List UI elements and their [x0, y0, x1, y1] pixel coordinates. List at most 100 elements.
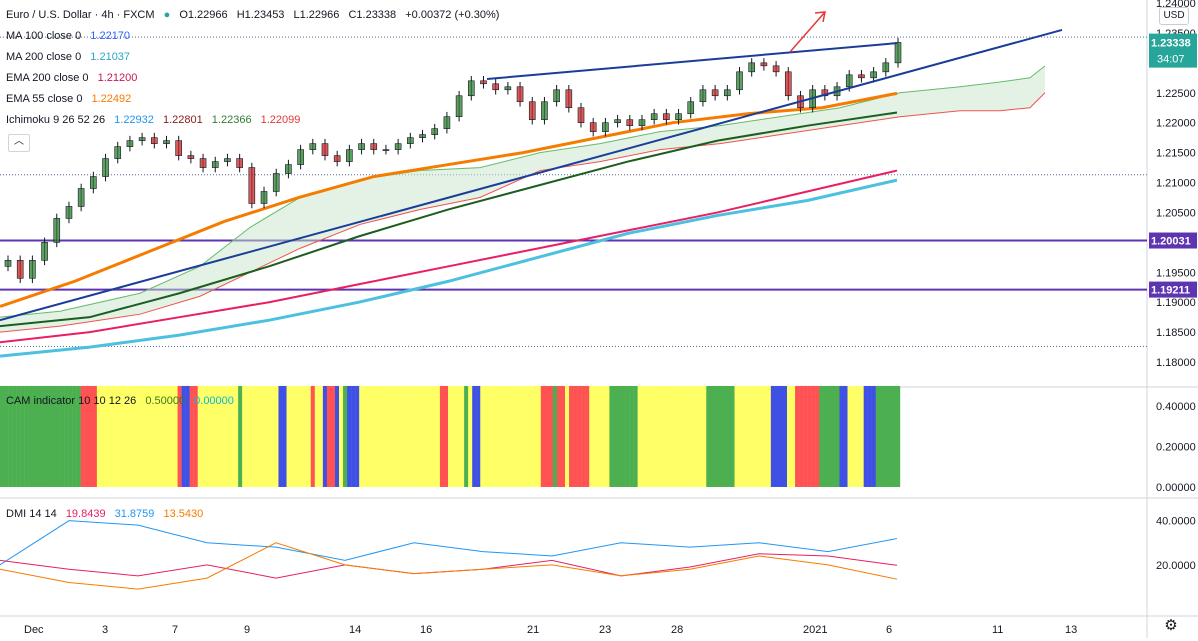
ichimoku-legend[interactable]: Ichimoku 9 26 52 26 1.22932 1.22801 1.22… — [6, 114, 306, 126]
candle-body — [748, 62, 755, 73]
cam-bar — [443, 385, 449, 487]
candle-body — [663, 113, 670, 120]
cam-bar — [718, 385, 723, 487]
candle-body — [699, 89, 707, 103]
candle-body — [260, 191, 268, 204]
candle-body — [541, 101, 548, 120]
cam-bar — [464, 385, 469, 487]
cam-bar — [40, 385, 45, 487]
cam-bar — [447, 385, 453, 487]
cam-bar — [60, 385, 65, 487]
candle-body — [272, 173, 280, 192]
settings-gear-icon[interactable]: ⚙ — [1164, 617, 1178, 634]
cam-bar — [456, 385, 461, 487]
series-line — [0, 111, 898, 328]
ema55-legend[interactable]: EMA 55 close 0 1.22492 — [6, 93, 137, 105]
cam-legend[interactable]: CAM indicator 10 10 12 26 0.50000 0.0000… — [6, 395, 240, 407]
candle-body — [784, 71, 792, 97]
cam-bar — [343, 385, 348, 487]
cam-bar — [4, 385, 9, 487]
cam-bar — [375, 385, 380, 487]
cam-bar — [875, 385, 881, 487]
candle-body — [187, 155, 195, 159]
cam-bar — [431, 385, 437, 487]
cam-bar — [226, 385, 231, 487]
time-tick-label: 23 — [599, 624, 611, 636]
candle-body — [53, 218, 61, 243]
cam-bar — [508, 385, 513, 487]
cam-bar — [500, 385, 505, 487]
cam-bar — [698, 385, 703, 487]
candle-body — [358, 143, 365, 150]
series-line — [0, 178, 898, 358]
cam-bar — [334, 385, 340, 487]
cam-bar — [516, 385, 521, 487]
cam-bar — [113, 385, 118, 487]
cam-bar — [585, 385, 590, 487]
cam-bar — [108, 385, 114, 487]
ma200-value: 1.21037 — [90, 51, 131, 63]
time-tick-label: 16 — [420, 624, 432, 636]
candle-body — [894, 42, 902, 64]
cam-bar — [891, 385, 897, 487]
cam-bar — [44, 385, 49, 487]
cam-bar — [520, 385, 525, 487]
ma200-legend[interactable]: MA 200 close 0 1.21037 — [6, 51, 136, 63]
open-value: O1.22966 — [179, 9, 228, 21]
cam-bar — [702, 385, 707, 487]
collapse-legend-button[interactable]: ︿ — [8, 134, 30, 152]
candle-body — [126, 140, 134, 147]
cam-bar — [209, 385, 215, 487]
ema200-legend[interactable]: EMA 200 close 0 1.21200 — [6, 72, 143, 84]
cam-bar — [189, 385, 194, 487]
candle-body — [553, 89, 560, 103]
dmi-minus-line — [0, 520, 898, 566]
candle-body — [675, 113, 682, 120]
cam-bar — [722, 385, 727, 487]
level-price-badge — [1149, 281, 1197, 298]
cam-bar — [782, 385, 788, 487]
candle-body — [480, 80, 487, 85]
cam-bar — [815, 385, 820, 487]
cam-value-2: 0.00000 — [194, 395, 234, 407]
cam-bar — [217, 385, 223, 487]
cam-bar — [84, 385, 89, 487]
cam-bar — [843, 385, 848, 487]
cam-bar — [246, 385, 251, 487]
cam-bar — [512, 385, 517, 487]
cam-bar — [706, 385, 711, 487]
ma100-legend[interactable]: MA 100 close 0 1.22170 — [6, 30, 136, 42]
candle-body — [882, 62, 890, 73]
cam-bar — [819, 385, 824, 487]
cam-bar — [710, 385, 715, 487]
cam-bar — [355, 385, 360, 487]
currency-button[interactable]: USD — [1159, 7, 1189, 25]
cam-bar — [766, 385, 772, 487]
ichimoku-value-4: 1.22099 — [260, 114, 301, 126]
dmi-legend[interactable]: DMI 14 14 19.8439 31.8759 13.5430 — [6, 508, 209, 520]
cam-bar — [613, 385, 618, 487]
cam-bar — [379, 385, 384, 487]
high-value: H1.23453 — [236, 9, 285, 21]
cam-bar — [100, 385, 106, 487]
cam-bar — [839, 385, 844, 487]
cam-bar — [294, 385, 299, 487]
cam-bar — [621, 385, 626, 487]
cam-bar — [262, 385, 267, 487]
ichimoku-span-b — [0, 92, 1046, 333]
price-tick-label: 1.22000 — [1156, 118, 1196, 130]
candle-body — [65, 206, 73, 219]
cam-bar — [266, 385, 271, 487]
cam-bar — [153, 385, 158, 487]
cam-bar — [92, 385, 98, 487]
cam-bar — [791, 385, 796, 487]
cam-bar — [859, 385, 864, 487]
cam-bar — [504, 385, 509, 487]
candle-body — [248, 167, 256, 204]
candle-body — [504, 86, 512, 91]
cam-bar — [734, 385, 739, 487]
cam-bar — [286, 385, 291, 487]
cam-bar — [629, 385, 634, 487]
